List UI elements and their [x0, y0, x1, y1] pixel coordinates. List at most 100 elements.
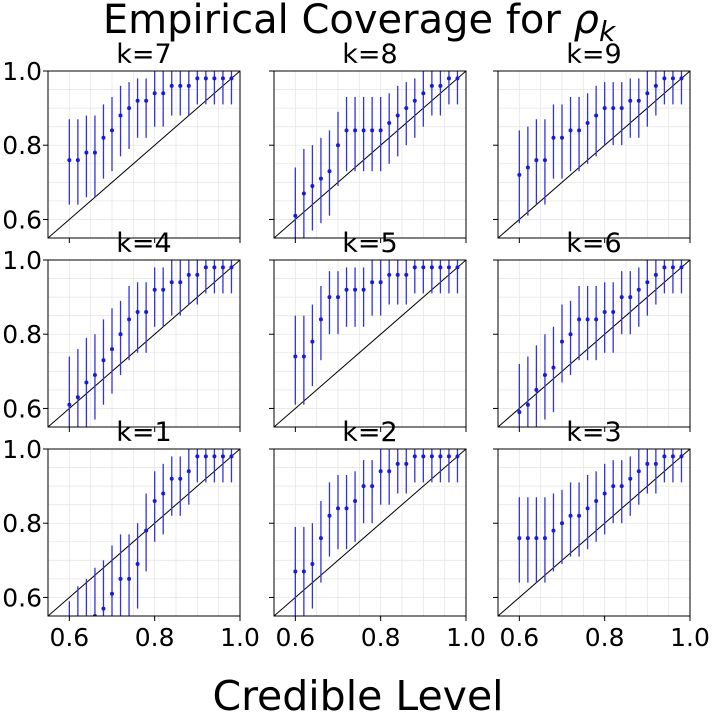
x-tick-label: 0.8	[585, 623, 625, 652]
data-point	[353, 498, 358, 503]
data-point	[353, 287, 358, 292]
data-point	[169, 476, 174, 481]
data-point	[560, 339, 564, 344]
panel-title: k=1	[116, 417, 171, 448]
data-point	[387, 272, 392, 277]
data-point	[404, 272, 409, 277]
data-point	[517, 172, 522, 177]
data-point	[602, 491, 607, 496]
data-point	[67, 158, 72, 163]
plot-area	[274, 260, 466, 427]
panel-k4: k=4 0.6 0.8 1.0	[2, 228, 241, 432]
data-point	[619, 295, 624, 300]
x-axis-label: Credible Level	[212, 672, 503, 720]
data-point	[679, 76, 684, 81]
data-point	[594, 498, 599, 503]
data-point	[293, 569, 298, 574]
data-point	[534, 158, 539, 163]
panel-k7: k=7 0.6 0.8 1.0	[2, 39, 241, 243]
data-point	[318, 536, 323, 541]
data-point	[619, 484, 624, 489]
data-point	[212, 454, 217, 459]
data-point	[429, 454, 434, 459]
data-point	[560, 521, 564, 526]
y-tick-label: 0.8	[2, 320, 42, 349]
data-point	[178, 83, 183, 88]
data-point	[152, 287, 157, 292]
data-point	[135, 562, 140, 567]
data-point	[645, 280, 650, 285]
x-tick-label: 0.6	[275, 623, 315, 652]
plot-area	[498, 260, 690, 427]
y-tick-label: 0.8	[2, 509, 42, 538]
data-point	[429, 83, 434, 88]
data-point	[412, 98, 417, 103]
panel-title: k=6	[566, 228, 621, 259]
data-point	[92, 373, 97, 378]
data-point	[144, 309, 149, 314]
data-point	[517, 536, 522, 541]
data-point	[679, 454, 684, 459]
data-point	[602, 106, 607, 111]
x-tick-label: 0.6	[49, 623, 89, 652]
panel-frame	[47, 448, 241, 617]
data-point	[344, 128, 349, 133]
data-point	[161, 91, 166, 96]
y-tick-label: 1.0	[2, 57, 42, 86]
data-point	[636, 287, 641, 292]
data-point	[336, 295, 340, 300]
data-point	[542, 536, 547, 541]
diagonal-reference-line	[274, 260, 466, 427]
data-point	[84, 380, 89, 385]
data-point	[560, 135, 564, 140]
data-point	[577, 317, 582, 322]
diagonal-reference-line	[274, 71, 466, 238]
y-tick-label: 1.0	[2, 246, 42, 275]
panel-frame	[273, 448, 467, 617]
data-point	[446, 265, 451, 270]
plot-area	[274, 71, 466, 238]
data-point	[551, 365, 556, 370]
data-point	[152, 498, 157, 503]
data-point	[611, 309, 616, 314]
data-point	[220, 454, 225, 459]
data-point	[75, 395, 80, 400]
data-point	[429, 265, 434, 270]
data-point	[178, 280, 183, 285]
data-point	[387, 469, 392, 474]
data-point	[220, 265, 225, 270]
data-point	[110, 591, 114, 596]
data-point	[525, 536, 530, 541]
data-point	[293, 354, 298, 359]
data-point	[301, 354, 306, 359]
data-point	[602, 309, 607, 314]
plot-area	[498, 71, 690, 238]
plot-area	[48, 449, 240, 616]
data-point	[404, 461, 409, 466]
data-point	[645, 461, 650, 466]
panel-frame	[47, 70, 241, 239]
data-point	[636, 98, 641, 103]
data-point	[186, 469, 191, 474]
data-point	[195, 272, 200, 277]
data-point	[67, 402, 72, 407]
data-point	[135, 98, 140, 103]
x-tick-label: 1.0	[670, 623, 710, 652]
panel-title: k=8	[342, 39, 397, 70]
data-point	[577, 128, 582, 133]
data-point	[203, 76, 208, 81]
figure-title-subscript: k	[599, 15, 617, 48]
figure-title: Empirical Coverage for ρk	[103, 0, 617, 48]
data-point	[169, 83, 174, 88]
plot-area	[274, 449, 466, 616]
x-tick-label: 0.6	[499, 623, 539, 652]
x-tick-label: 0.8	[361, 623, 401, 652]
data-point	[455, 454, 460, 459]
data-point	[301, 569, 306, 574]
panel-frame	[497, 259, 691, 428]
data-point	[662, 76, 667, 81]
data-point	[645, 91, 650, 96]
data-point	[101, 135, 106, 140]
data-point	[203, 265, 208, 270]
data-point	[619, 106, 624, 111]
